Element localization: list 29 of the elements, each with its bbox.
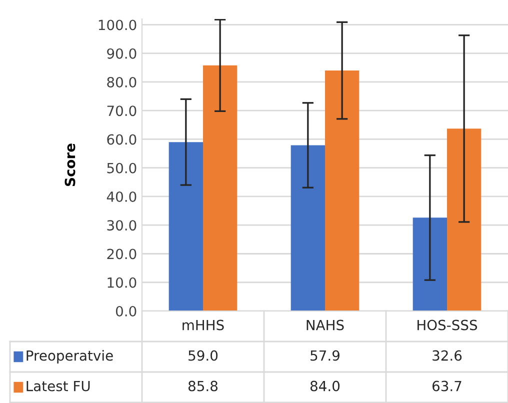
y-tick-label: 20.0 [107,248,136,260]
y-tick-label: 100.0 [98,20,136,30]
y-tick-label: 60.0 [107,134,136,145]
bar [447,128,482,311]
x-tick-label: NAHS [306,320,344,330]
y-tick-label: 90.0 [107,48,136,59]
bar [203,65,238,311]
legend-label: Latest FU [26,380,90,392]
y-tick-label: 70.0 [107,106,136,116]
y-tick-label: 50.0 [107,162,136,174]
y-tick-label: 10.0 [108,277,136,288]
bar [412,218,447,311]
x-tick-label: mHHS [182,320,224,330]
y-tick-label: 40.0 [106,191,136,202]
data-label: 84.0 [310,380,340,392]
y-tick-label: 0.0 [116,306,136,316]
x-tick-label: HOS-SSS [418,320,478,330]
y-tick-label: 80.0 [107,76,136,88]
data-label: 85.8 [188,380,218,392]
data-label: 59.0 [188,350,218,361]
bar [325,70,360,311]
legend-label: Preoperatvie [26,350,113,364]
y-axis-title: Score [64,144,76,186]
data-label: 63.7 [432,380,462,392]
bar [290,145,325,311]
bar [168,142,203,311]
data-label: 57.9 [310,350,340,361]
y-tick-label: 30.0 [107,220,136,231]
data-label: 32.6 [432,350,462,361]
